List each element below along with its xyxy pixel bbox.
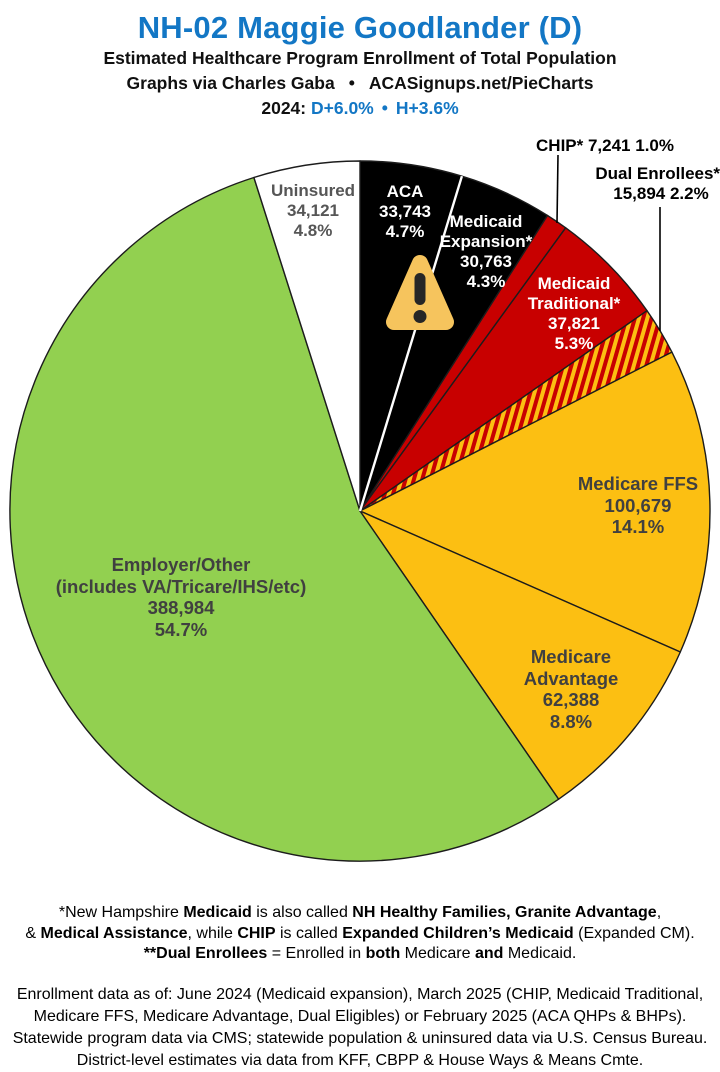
chip-leader-line [556, 154, 559, 224]
page-subtitle: Estimated Healthcare Program Enrollment … [103, 48, 617, 68]
partisan-lean-line: 2024: D+6.0% • H+3.6% [0, 96, 720, 121]
warning-icon [386, 255, 454, 330]
credit-line: Graphs via Charles Gaba • ACASignups.net/P… [0, 71, 720, 96]
dem-margin: D+6.0% [311, 98, 374, 118]
credit-author: Graphs via Charles Gaba [126, 73, 335, 93]
footnote2-line3: Statewide program data via CMS; statewid… [12, 1030, 708, 1047]
footnote-data-sources: Enrollment data as of: June 2024 (Medica… [0, 984, 720, 1072]
slice-label-uninsured: Uninsured 34,121 4.8% [270, 181, 356, 240]
pie-slice-medicare-ffs [359, 351, 711, 653]
footnote-medicaid-naming: *New Hampshire Medicaid is also called N… [0, 903, 720, 965]
footnote2-line4: District-level estimates via data from K… [76, 1052, 644, 1069]
chip-callout-label: CHIP* 7,241 1.0% [536, 136, 674, 155]
slice-label-employer-other: Employer/Other (includes VA/Tricare/IHS/… [55, 554, 307, 640]
aca-expansion-divider [358, 175, 464, 512]
header: NH-02 Maggie Goodlander (D) Estimated He… [0, 10, 720, 121]
bullet-separator-icon: • [348, 73, 355, 93]
slice-label-medicaid-expansion: Medicaid Expansion* 30,763 4.3% [439, 212, 533, 291]
pie-slice-employer-other [9, 176, 560, 862]
footnote1-line2: & Medical Assistance, while CHIP is call… [25, 924, 695, 942]
slice-label-aca: ACA 33,743 4.7% [379, 182, 431, 241]
footnote2-line1: Enrollment data as of: June 2024 (Medica… [16, 986, 704, 1003]
pie-slice-medicare-advantage [359, 510, 681, 800]
house-margin: H+3.6% [395, 98, 459, 118]
dual-callout-label: Dual Enrollees** 15,894 2.2% [595, 164, 720, 203]
slice-label-medicare-advantage: Medicare Advantage 62,388 8.8% [523, 646, 619, 732]
credit-site: ACASignups.net/PieCharts [368, 73, 594, 93]
pie-slice-uninsured [253, 160, 361, 512]
bullet-separator-2-icon: • [381, 98, 388, 118]
slice-label-medicaid-traditional: Medicaid Traditional* 37,821 5.3% [527, 274, 621, 353]
slice-label-medicare-ffs: Medicare FFS 100,679 14.1% [577, 473, 699, 537]
page-title: NH-02 Maggie Goodlander (D) [137, 10, 583, 45]
year-label: 2024: [261, 98, 307, 118]
footnote1-line3: **Dual Enrollees = Enrolled in both Medi… [143, 945, 577, 962]
footnote2-line2: Medicare FFS, Medicare Advantage, Dual E… [33, 1008, 687, 1025]
footnote1-line1: *New Hampshire Medicaid is also called N… [58, 904, 662, 921]
